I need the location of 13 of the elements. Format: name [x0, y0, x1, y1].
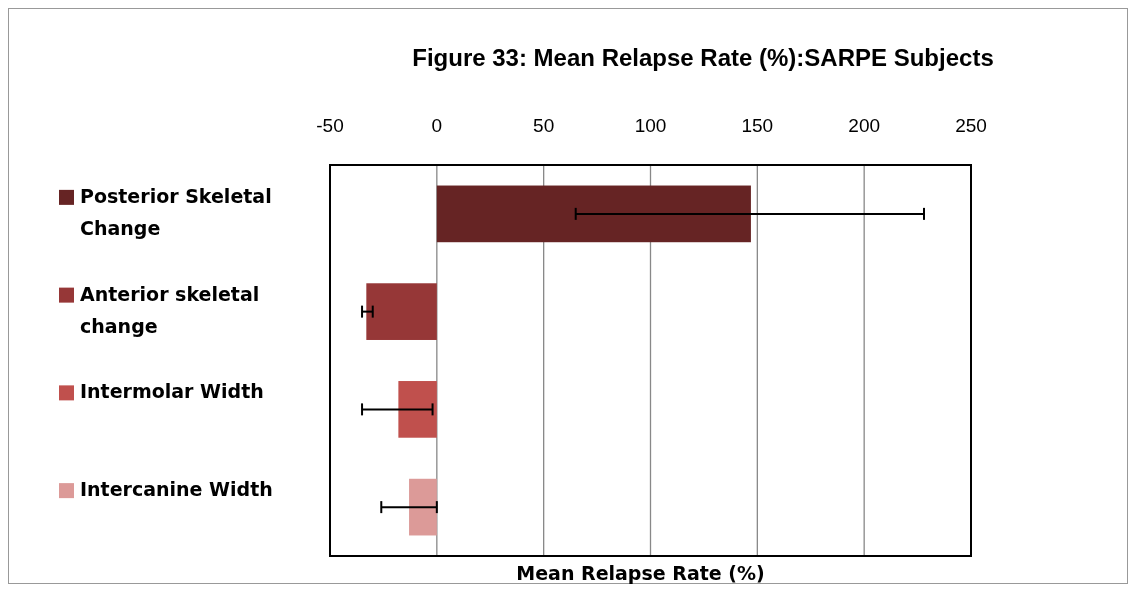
y-tick-label: Anterior skeletal change	[80, 282, 260, 337]
x-tick-label: 200	[848, 115, 881, 136]
x-tick-label: 150	[741, 115, 774, 136]
y-tick-label: Intercanine Width	[80, 477, 273, 500]
x-tick-label: 250	[955, 115, 987, 136]
x-tick-label: 50	[533, 115, 555, 136]
chart-title: Figure 33: Mean Relapse Rate (%):SARPE Subjects	[412, 44, 994, 71]
x-tick-label: -50	[316, 115, 344, 136]
y-tick-label: Intermolar Width	[80, 379, 264, 402]
x-axis-title: Mean Relapse Rate (%)	[516, 562, 765, 584]
x-tick-label: 100	[634, 115, 667, 136]
x-tick-label: 0	[431, 115, 443, 136]
y-tick-label: Posterior Skeletal Change	[80, 184, 272, 239]
